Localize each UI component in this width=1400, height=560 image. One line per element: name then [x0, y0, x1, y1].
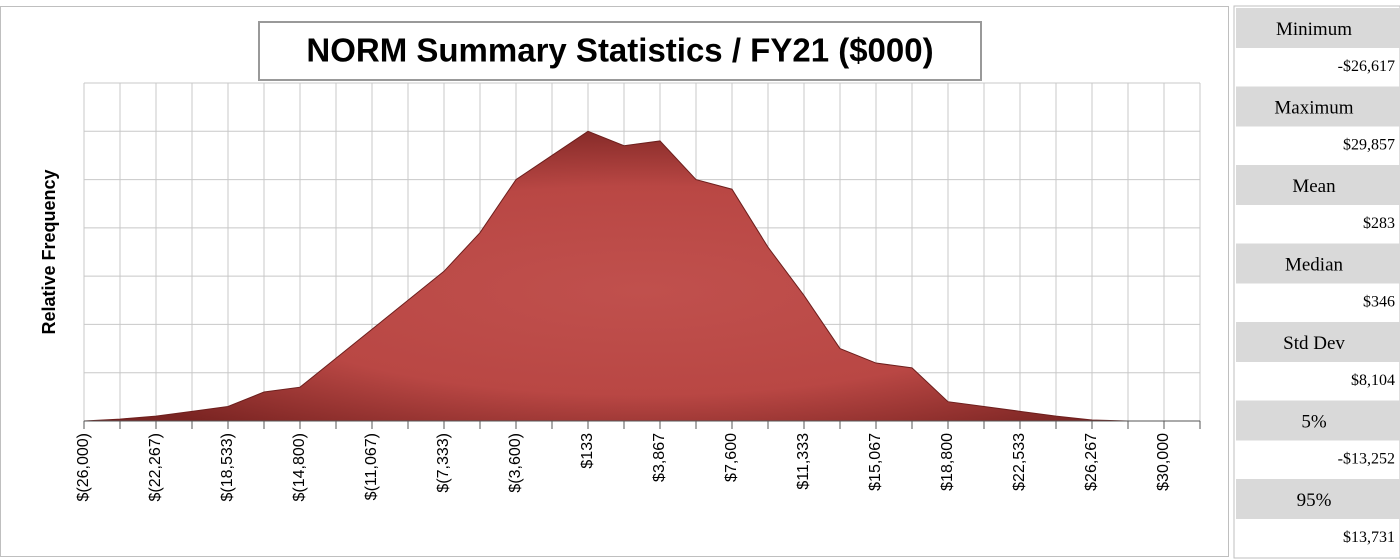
x-tick-label: $26,267	[1083, 433, 1100, 491]
stat-value: $13,731	[1343, 529, 1395, 546]
stat-header	[1236, 322, 1400, 362]
stat-label: Std Dev	[1283, 333, 1345, 354]
x-tick-label: $15,067	[867, 433, 884, 491]
x-tick-label: $133	[579, 433, 596, 469]
stat-value: -$13,252	[1338, 451, 1395, 468]
stat-label: Mean	[1292, 176, 1336, 197]
stat-header	[1236, 479, 1400, 519]
x-tick-label: $(11,067)	[363, 433, 380, 500]
stat-value: $283	[1363, 215, 1395, 232]
stat-header	[1236, 243, 1400, 284]
stat-label: Maximum	[1274, 98, 1353, 119]
stat-value: $29,857	[1343, 137, 1395, 154]
x-tick-label: $3,867	[651, 433, 668, 482]
stat-header	[1236, 165, 1400, 205]
x-tick-label: $18,800	[939, 433, 956, 491]
stat-label: 5%	[1301, 412, 1327, 433]
area	[83, 130, 1200, 422]
title-box	[258, 21, 982, 81]
stat-label: 95%	[1297, 490, 1332, 511]
x-tick-label: $(7,333)	[435, 433, 452, 493]
stat-label: Median	[1285, 255, 1344, 276]
stat-value: $8,104	[1351, 372, 1395, 389]
x-tick-label: $(26,000)	[75, 433, 92, 502]
y-axis-label: Relative Frequency	[39, 169, 59, 334]
x-tick-label: $30,000	[1155, 433, 1172, 491]
stats: Minimum -$26,617 Maximum $29,857 Mean $283 Med…	[1236, 8, 1400, 546]
x-tick-label: $11,333	[795, 433, 812, 490]
stat-header	[1236, 8, 1400, 48]
stat-header	[1236, 400, 1400, 441]
x-tick-label: $(3,600)	[507, 433, 524, 493]
x-tick-label: $(18,533)	[219, 433, 236, 502]
plot: $(26,000) $(22,267) $(18,533) $(14,800) $(11…	[75, 82, 1201, 502]
x-tick-label: $(22,267)	[147, 433, 164, 502]
stat-label: Minimum	[1276, 19, 1352, 40]
stat-header	[1236, 86, 1400, 127]
x-tick-label: $22,533	[1011, 433, 1028, 491]
x-tick-label: $7,600	[723, 433, 740, 482]
stat-value: $346	[1363, 294, 1395, 311]
x-tick-label: $(14,800)	[291, 433, 308, 502]
chart-title: NORM Summary Statistics / FY21 ($000)	[306, 32, 933, 69]
stat-value: -$26,617	[1338, 58, 1395, 75]
